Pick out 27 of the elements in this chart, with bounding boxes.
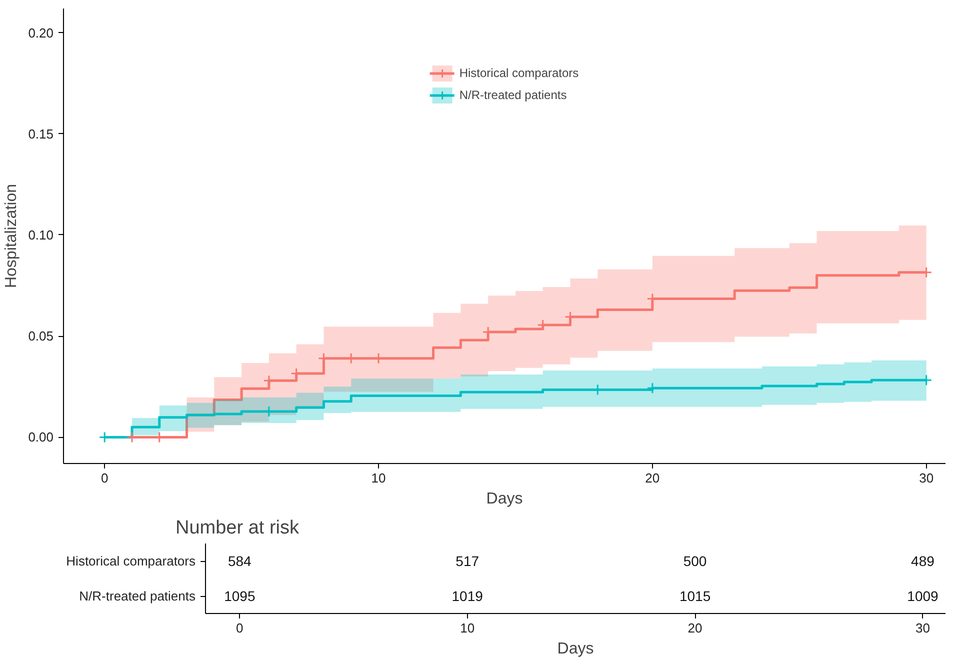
x-axis-title: Days xyxy=(557,640,594,658)
data-label: 517 xyxy=(456,553,480,569)
y-tick-label: 0.20 xyxy=(28,25,54,40)
y-tick-label: 0.15 xyxy=(28,126,54,142)
data-label: 1019 xyxy=(452,588,484,604)
x-axis-title: Days xyxy=(486,490,523,508)
data-label: 500 xyxy=(683,553,707,569)
x-tick-label: 0 xyxy=(236,620,244,636)
data-label: 1095 xyxy=(224,588,256,604)
y-axis-title: Hospitalization xyxy=(3,184,20,288)
x-tick-label: 0 xyxy=(100,470,108,486)
data-label: 1009 xyxy=(907,588,939,604)
chart-title: Number at risk xyxy=(176,518,300,538)
x-tick-label: 20 xyxy=(688,620,702,636)
data-label: 1015 xyxy=(679,588,711,604)
y-tick-label: 0.05 xyxy=(28,328,54,344)
x-tick-label: 30 xyxy=(916,620,930,636)
x-tick-label: 20 xyxy=(645,470,660,486)
data-label: 489 xyxy=(911,553,935,569)
legend-label: Historical comparators xyxy=(459,66,579,80)
y-tick-label: 0.10 xyxy=(28,227,54,242)
legend-label: N/R-treated patients xyxy=(459,88,567,102)
data-label: 584 xyxy=(228,553,252,569)
x-tick-label: 10 xyxy=(371,470,386,486)
x-tick-label: 10 xyxy=(460,620,475,636)
x-tick-label: 30 xyxy=(919,470,934,486)
y-tick-label: 0.00 xyxy=(28,430,54,445)
